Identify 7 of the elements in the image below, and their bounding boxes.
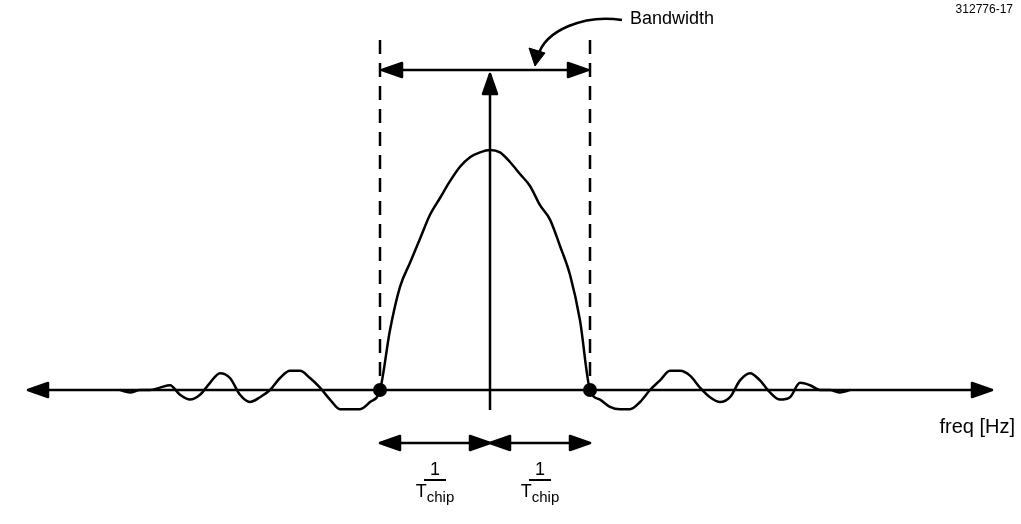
text: 1 [423, 459, 446, 481]
text: 312776-17 [955, 2, 1013, 16]
text: T$_{chip}$ [519, 481, 561, 507]
x-axis-title: freq [Hz] [939, 415, 1015, 438]
text: T$_{chip}$ [414, 481, 456, 507]
text: 1 [528, 459, 551, 481]
text: Bandwidth [630, 8, 715, 29]
